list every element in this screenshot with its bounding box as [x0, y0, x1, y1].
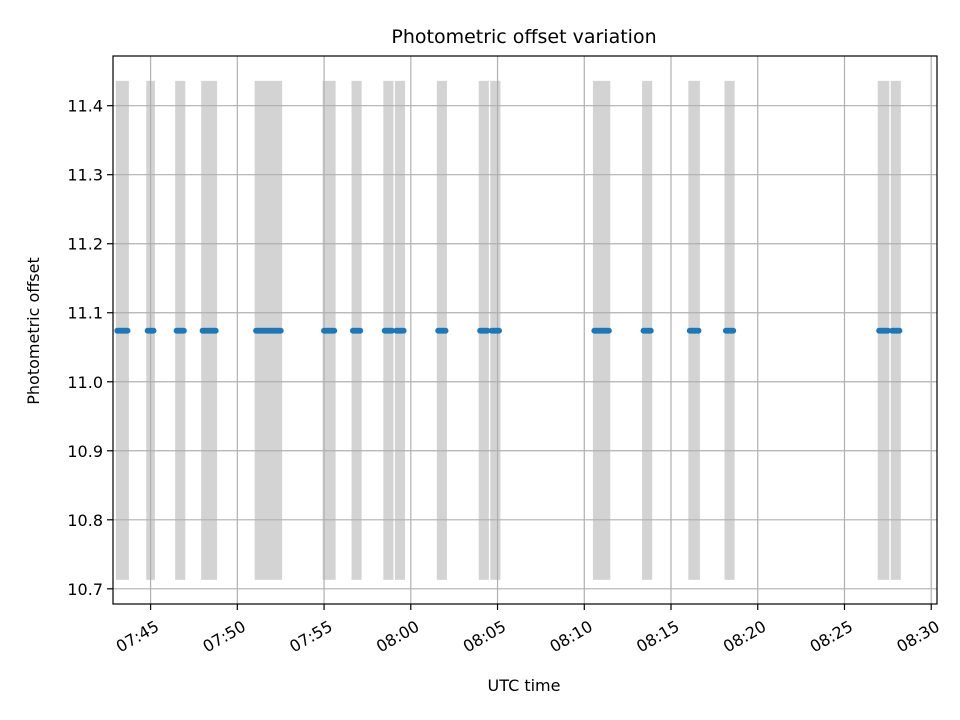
- data-point: [150, 327, 157, 334]
- data-point: [896, 327, 903, 334]
- data-point: [180, 327, 187, 334]
- data-point: [495, 327, 502, 334]
- plot-area: [113, 56, 937, 604]
- y-axis-ticks: 10.7 10.8 10.9 11.0 11.1 11.2 11.3 11.4: [67, 97, 113, 599]
- y-tick-label: 10.9: [67, 442, 103, 461]
- y-tick-label: 10.8: [67, 511, 103, 530]
- data-point: [730, 327, 737, 334]
- y-tick-label: 11.0: [67, 373, 103, 392]
- data-point: [400, 327, 407, 334]
- data-point: [277, 327, 284, 334]
- data-point: [212, 327, 219, 334]
- data-points: [114, 327, 903, 334]
- y-tick-label: 11.1: [67, 304, 103, 323]
- data-point: [484, 327, 491, 334]
- data-point: [331, 327, 338, 334]
- x-axis-label: UTC time: [488, 676, 561, 695]
- plot-background: [113, 56, 937, 604]
- plot-frame: [112, 55, 938, 605]
- data-point: [605, 327, 612, 334]
- chart-title: Photometric offset variation: [391, 26, 656, 48]
- axes-frame: [112, 55, 938, 605]
- y-tick-label: 11.3: [67, 166, 103, 185]
- data-point: [124, 327, 131, 334]
- y-tick-label: 11.4: [67, 97, 103, 116]
- y-tick-label: 10.7: [67, 580, 103, 599]
- data-point: [442, 327, 449, 334]
- data-point: [389, 327, 396, 334]
- y-tick-label: 11.2: [67, 235, 103, 254]
- data-point: [647, 327, 654, 334]
- data-point: [357, 327, 364, 334]
- data-point: [695, 327, 702, 334]
- data-point: [884, 327, 891, 334]
- y-axis-label: Photometric offset: [24, 257, 43, 405]
